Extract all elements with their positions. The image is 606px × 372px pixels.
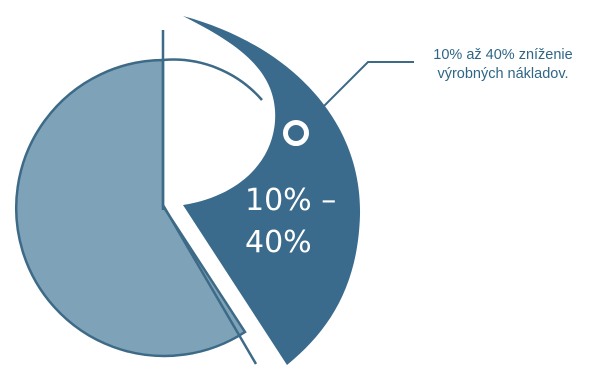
lower-divider-line: [161, 204, 258, 365]
light-segment: [14, 58, 247, 358]
callout-leader-line: [296, 61, 414, 134]
callout-text: 10% až 40% zníženie výrobných nákladov.: [400, 46, 606, 84]
dark-segment: [183, 16, 361, 365]
inner-arc-line: [162, 58, 263, 101]
callout-line-2: výrobných nákladov.: [437, 66, 569, 82]
callout-line-1: 10% až 40% zníženie: [433, 47, 573, 63]
percentage-label-line-2: 40%: [245, 225, 312, 260]
percentage-label-line-1: 10% –: [245, 183, 336, 218]
callout-marker-ring: [283, 120, 309, 146]
